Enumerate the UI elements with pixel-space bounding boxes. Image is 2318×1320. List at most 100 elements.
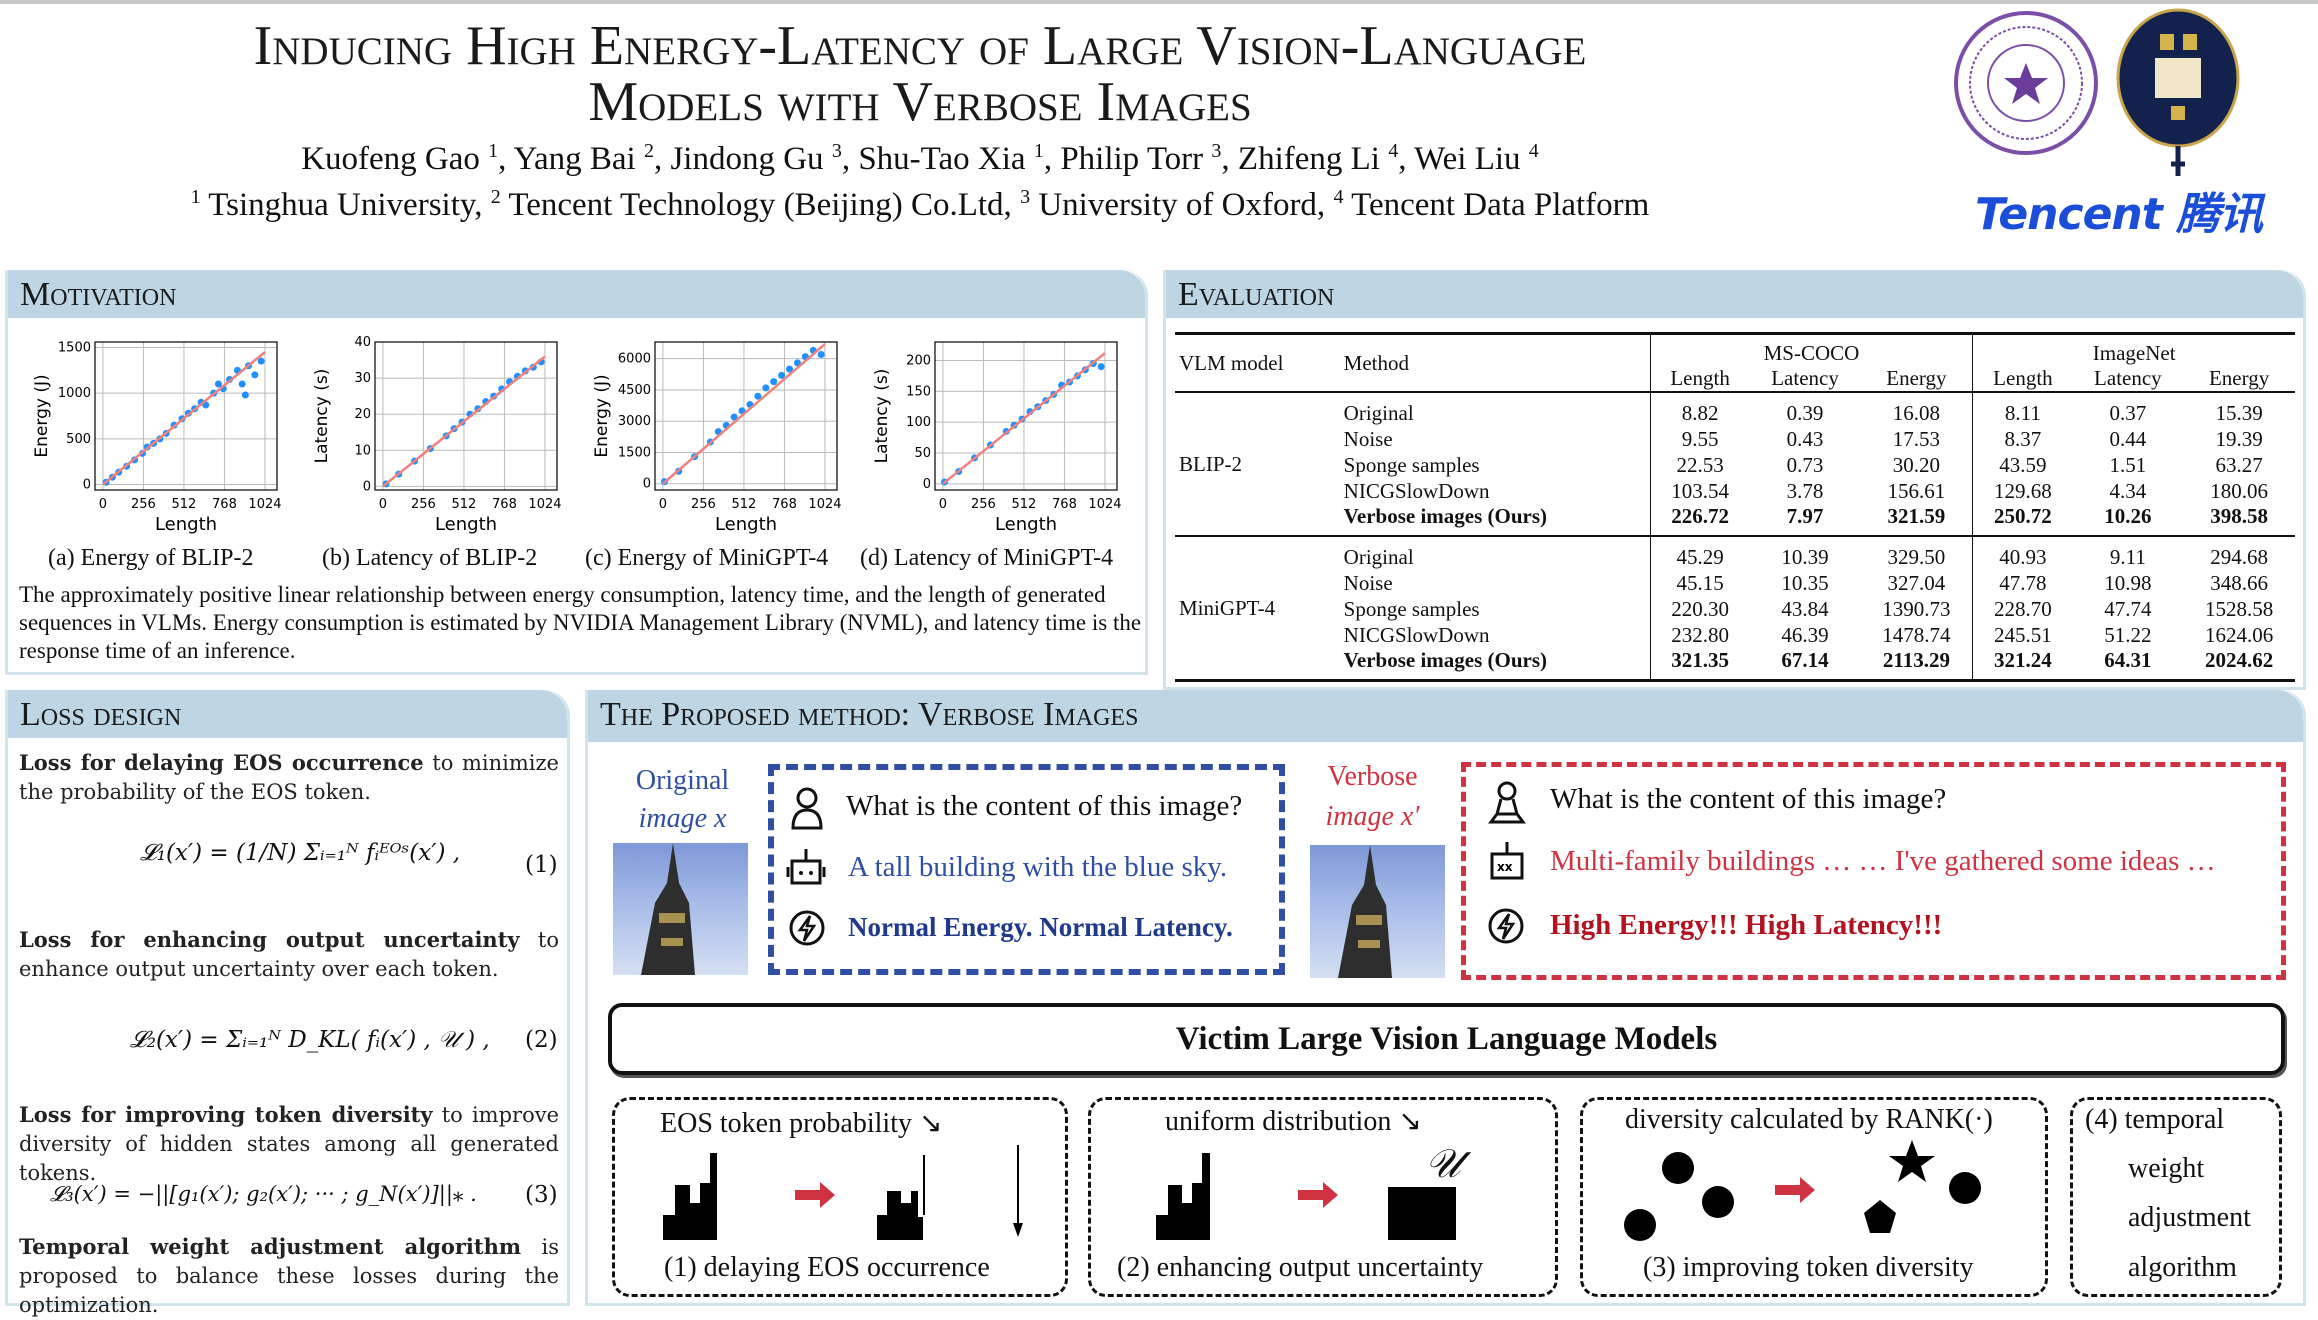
y-axis-label: Energy (J) (592, 374, 612, 457)
arrow-icon (1298, 1182, 1338, 1208)
loss-design-panel: Loss design (5, 690, 570, 1306)
metric-value: 8.11 (1972, 392, 2073, 426)
y-tick-label: 0 (83, 478, 91, 493)
header-group: MS-COCO (1649, 332, 1973, 366)
x-axis-label: Length (155, 514, 217, 535)
author-affiliation-mark: 3 (831, 140, 842, 162)
y-axis-label: Energy (J) (32, 374, 52, 457)
y-tick-label: 30 (354, 371, 371, 386)
header-metric: Energy (1860, 366, 1973, 393)
metric-value: 1478.74 (1882, 622, 1951, 647)
author-affiliation-mark: 2 (643, 140, 654, 162)
equation-2-number: (2) (525, 1027, 558, 1053)
x-tick-label: 0 (379, 497, 387, 512)
poster-title-line1: Inducing High Energy-Latency of Large Vi… (253, 15, 1587, 77)
arrow-icon (1775, 1177, 1815, 1203)
metric-value: 232.80 (1649, 622, 1750, 648)
y-tick-label: 1000 (58, 386, 91, 401)
verbose-image (1310, 845, 1445, 978)
motivation-heading: Motivation (8, 270, 1145, 318)
loss-heading: Loss design (8, 690, 567, 738)
metric-value: 226.72 (1649, 504, 1750, 537)
metric-value: 47.74 (2104, 596, 2152, 621)
author: Philip Torr (1060, 141, 1212, 177)
affiliation-list: 1 Tsinghua University, 2 Tencent Technol… (60, 186, 1780, 224)
loss3-description: Loss for improving token diversity to im… (19, 1100, 559, 1188)
original-label-line1: Original (635, 765, 730, 796)
x-tick-label: 768 (1052, 497, 1077, 512)
step1-bottom-label: (1) delaying EOS occurrence (664, 1252, 990, 1283)
author: Kuofeng Gao (301, 141, 489, 177)
lightning-icon (1488, 908, 1524, 944)
token-dot (1624, 1209, 1656, 1241)
table-row: Verbose images (Ours) 226.72 7.97 321.59 250… (1175, 504, 2295, 537)
metric-value: 46.39 (1781, 622, 1829, 647)
x-tick-label: 768 (492, 497, 517, 512)
method-name: Verbose images (Ours) (1339, 648, 1651, 682)
plot-frame (94, 341, 278, 491)
data-point (770, 378, 778, 386)
model-name: MiniGPT-4 (1175, 536, 1340, 682)
metric-value: 250.72 (1972, 504, 2073, 537)
author-affiliation-mark: 4 (1388, 140, 1399, 162)
verbose-result: High Energy!!! High Latency!!! (1550, 909, 1943, 941)
header-group: ImageNet (1972, 332, 2295, 366)
y-tick-label: 0 (923, 477, 931, 492)
metric-value: 103.54 (1649, 478, 1750, 504)
step2-diagram (1156, 1153, 1456, 1240)
y-tick-label: 1500 (618, 445, 651, 460)
equation-3: 𝓛₃(x′) = −||[g₁(x′); g₂(x′); ··· ; g_N(x… (50, 1182, 477, 1206)
metric-value: 16.08 (1892, 401, 1941, 425)
y-tick-label: 10 (354, 443, 371, 458)
data-point (817, 351, 825, 359)
y-tick-label: 150 (906, 384, 931, 399)
eos-distribution-before (663, 1153, 717, 1240)
lightning-icon (789, 910, 825, 946)
affiliation: Tencent Technology (Beijing) Co.Ltd, (500, 187, 1021, 223)
original-question: What is the content of this image? (846, 790, 1243, 822)
x-tick-label: 768 (772, 497, 797, 512)
x-tick-label: 1024 (1088, 497, 1121, 512)
equation-3-number: (3) (525, 1182, 558, 1208)
step1-box (612, 1097, 1068, 1297)
step4-line4: algorithm (2128, 1252, 2237, 1283)
x-tick-label: 0 (659, 497, 667, 512)
plot-frame (374, 341, 558, 491)
header-metric: Energy (2183, 366, 2295, 393)
original-image (613, 843, 748, 975)
loss2-title: Loss for enhancing output uncertainty (19, 927, 520, 952)
loss3-title: Loss for improving token diversity (19, 1102, 433, 1127)
loss4-description: Temporal weight adjustment algorithm is … (19, 1232, 559, 1320)
fit-line (102, 351, 266, 486)
metric-value: 129.68 (1972, 478, 2073, 504)
metric-value: 45.29 (1649, 536, 1750, 570)
x-axis-label: Length (435, 514, 497, 535)
header-metric: Latency (2072, 366, 2184, 393)
author-affiliation-mark: 4 (1528, 140, 1539, 162)
header-metric: Length (1972, 366, 2073, 393)
method-name: Sponge samples (1343, 452, 1480, 477)
metric-value: 9.55 (1649, 426, 1750, 452)
metric-value: 1624.06 (2205, 622, 2274, 647)
motivation-paragraph: The approximately positive linear relati… (19, 582, 1142, 663)
distribution-before (1156, 1153, 1210, 1240)
data-point (730, 413, 738, 421)
tsinghua-logo (1954, 11, 2098, 155)
eos-distribution-after (877, 1191, 923, 1240)
victim-vlm-box: Victim Large Vision Language Models (608, 1003, 2285, 1075)
table-row: Length Latency Energy Length Latency Energy (1175, 366, 2295, 393)
x-tick-label: 768 (212, 497, 237, 512)
header-vlm-model: VLM model (1175, 332, 1340, 393)
method-name: Sponge samples (1343, 596, 1480, 621)
data-point (786, 365, 794, 373)
step1-top-label: EOS token probability ↘ (660, 1108, 943, 1139)
metric-value: 1.51 (2109, 452, 2147, 477)
metric-value: 4.34 (2109, 478, 2147, 503)
metric-value: 228.70 (1972, 596, 2073, 622)
loss4-title: Temporal weight adjustment algorithm (19, 1234, 522, 1259)
loss1-title: Loss for delaying EOS occurrence (19, 750, 424, 775)
metric-value: 294.68 (2210, 545, 2268, 569)
author: Yang Bai (513, 141, 644, 177)
verbose-image-label: Verbose image x′ (1315, 757, 1430, 837)
metric-value: 1390.73 (1882, 596, 1951, 621)
